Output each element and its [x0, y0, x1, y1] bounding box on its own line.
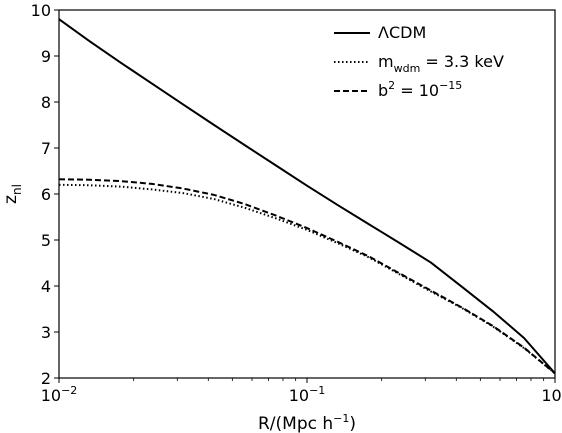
series-line-dashed — [58, 178, 556, 375]
legend-label-solid: ΛCDM — [378, 23, 426, 42]
y-tick-label: 7 — [41, 139, 51, 158]
y-tick-label: 5 — [41, 231, 51, 250]
series-line-solid — [58, 18, 556, 375]
y-tick-label: 3 — [41, 323, 51, 342]
y-tick-label: 9 — [41, 47, 51, 66]
y-tick-label: 2 — [41, 369, 51, 388]
legend-label-dotted: mwdm = 3.3 keV — [378, 52, 504, 75]
legend: ΛCDM mwdm = 3.3 keV b2 = 10−15 — [334, 23, 504, 100]
series-group — [58, 18, 556, 375]
x-tick-label: 10−2 — [41, 384, 78, 405]
y-axis-ticks: 2 3 4 5 6 7 8 9 10 — [31, 1, 59, 388]
plot-area — [58, 9, 556, 379]
y-tick-label: 8 — [41, 93, 51, 112]
y-tick-label: 10 — [31, 1, 51, 20]
x-tick-label: 100 — [541, 384, 562, 405]
legend-label-dashed: b2 = 10−15 — [378, 79, 462, 100]
y-tick-label: 4 — [41, 277, 51, 296]
x-axis-label: R/(Mpc h−1) — [258, 412, 356, 433]
y-axis-label: znl — [1, 184, 24, 204]
y-tick-label: 6 — [41, 185, 51, 204]
x-tick-label: 10−1 — [289, 384, 326, 405]
x-axis-ticks: 10−2 10−1 100 — [41, 378, 562, 405]
